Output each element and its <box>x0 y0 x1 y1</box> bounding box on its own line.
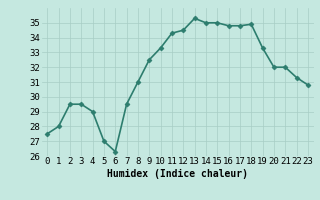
X-axis label: Humidex (Indice chaleur): Humidex (Indice chaleur) <box>107 169 248 179</box>
